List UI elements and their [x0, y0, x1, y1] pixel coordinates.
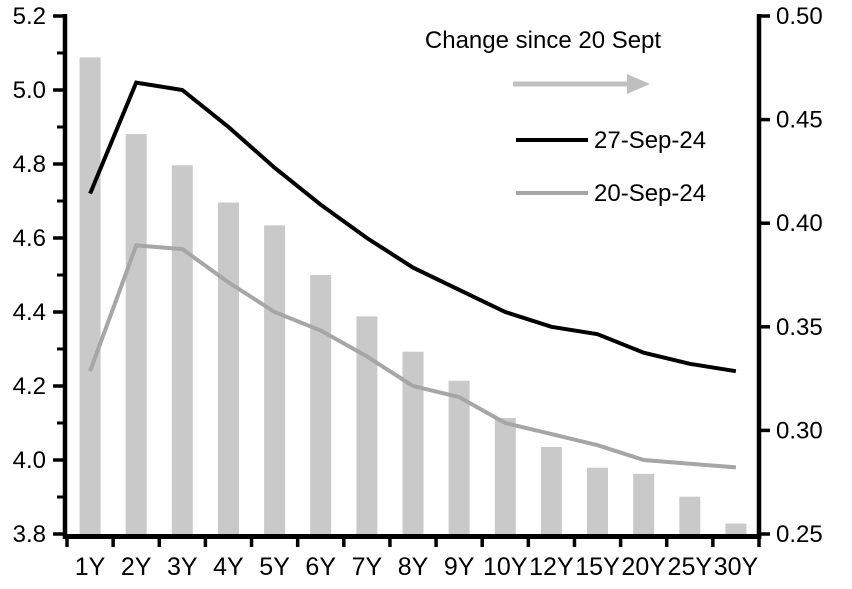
x-axis-label-5Y: 5Y [259, 553, 290, 581]
x-axis-label-1Y: 1Y [75, 553, 106, 581]
x-axis-label-9Y: 9Y [444, 553, 475, 581]
x-axis-label-8Y: 8Y [398, 553, 429, 581]
axes [53, 14, 770, 547]
x-axis-label-20Y: 20Y [621, 553, 666, 581]
bar-12Y [540, 447, 562, 534]
legend-entry-label: 20-Sep-24 [594, 180, 706, 207]
bar-series [79, 57, 747, 535]
bar-3Y [171, 165, 193, 534]
bar-5Y [264, 225, 286, 535]
right-axis-tick-label: 0.45 [776, 107, 823, 134]
bar-1Y [79, 57, 101, 535]
right-axis-tick-label: 0.35 [776, 314, 823, 341]
right-axis-tick-label: 0.25 [776, 521, 823, 548]
line-27-sep-24 [88, 80, 737, 374]
left-axis-tick-label: 4.2 [13, 373, 46, 400]
bar-4Y [218, 202, 239, 534]
left-axis-tick-label: 5.0 [13, 77, 46, 104]
bar-10Y [494, 418, 516, 534]
right-axis-tick-label: 0.40 [776, 210, 823, 237]
x-axis-label-12Y: 12Y [529, 553, 574, 581]
bar-8Y [402, 351, 424, 534]
x-axis-label-25Y: 25Y [668, 553, 713, 581]
x-axis-label-2Y: 2Y [121, 553, 152, 581]
bar-2Y [125, 134, 147, 534]
x-axis-label-7Y: 7Y [352, 553, 383, 581]
left-axis-tick-label: 4.0 [13, 447, 46, 474]
x-axis-label-10Y: 10Y [483, 553, 528, 581]
x-axis-label-15Y: 15Y [575, 553, 620, 581]
left-axis-tick-label: 4.8 [13, 151, 46, 178]
x-axis-label-3Y: 3Y [167, 553, 198, 581]
bar-9Y [448, 380, 470, 534]
x-axis-label-30Y: 30Y [714, 553, 759, 581]
left-axis-tick-label: 4.6 [13, 225, 46, 252]
bar-15Y [587, 467, 608, 534]
bar-20Y [633, 473, 655, 534]
x-axis-label-4Y: 4Y [213, 553, 244, 581]
legend-entry-label: 27-Sep-24 [594, 127, 706, 154]
right-axis-tick-label: 0.50 [776, 3, 823, 30]
left-axis-tick-label: 5.2 [13, 3, 46, 30]
legend: Change since 20 Sept 27-Sep-24 20-Sep-24 [425, 27, 706, 207]
right-arrow-icon [513, 74, 650, 94]
line-20-sep-24 [88, 243, 737, 470]
bar-7Y [356, 316, 378, 534]
bar-6Y [310, 275, 332, 534]
right-axis-tick-label: 0.30 [776, 417, 823, 444]
left-axis-tick-label: 4.4 [13, 299, 46, 326]
bar-30Y [725, 523, 747, 534]
bar-25Y [679, 496, 701, 534]
left-axis-tick-label: 3.8 [13, 521, 46, 548]
legend-title: Change since 20 Sept [425, 27, 662, 54]
x-axis-label-6Y: 6Y [305, 553, 336, 581]
